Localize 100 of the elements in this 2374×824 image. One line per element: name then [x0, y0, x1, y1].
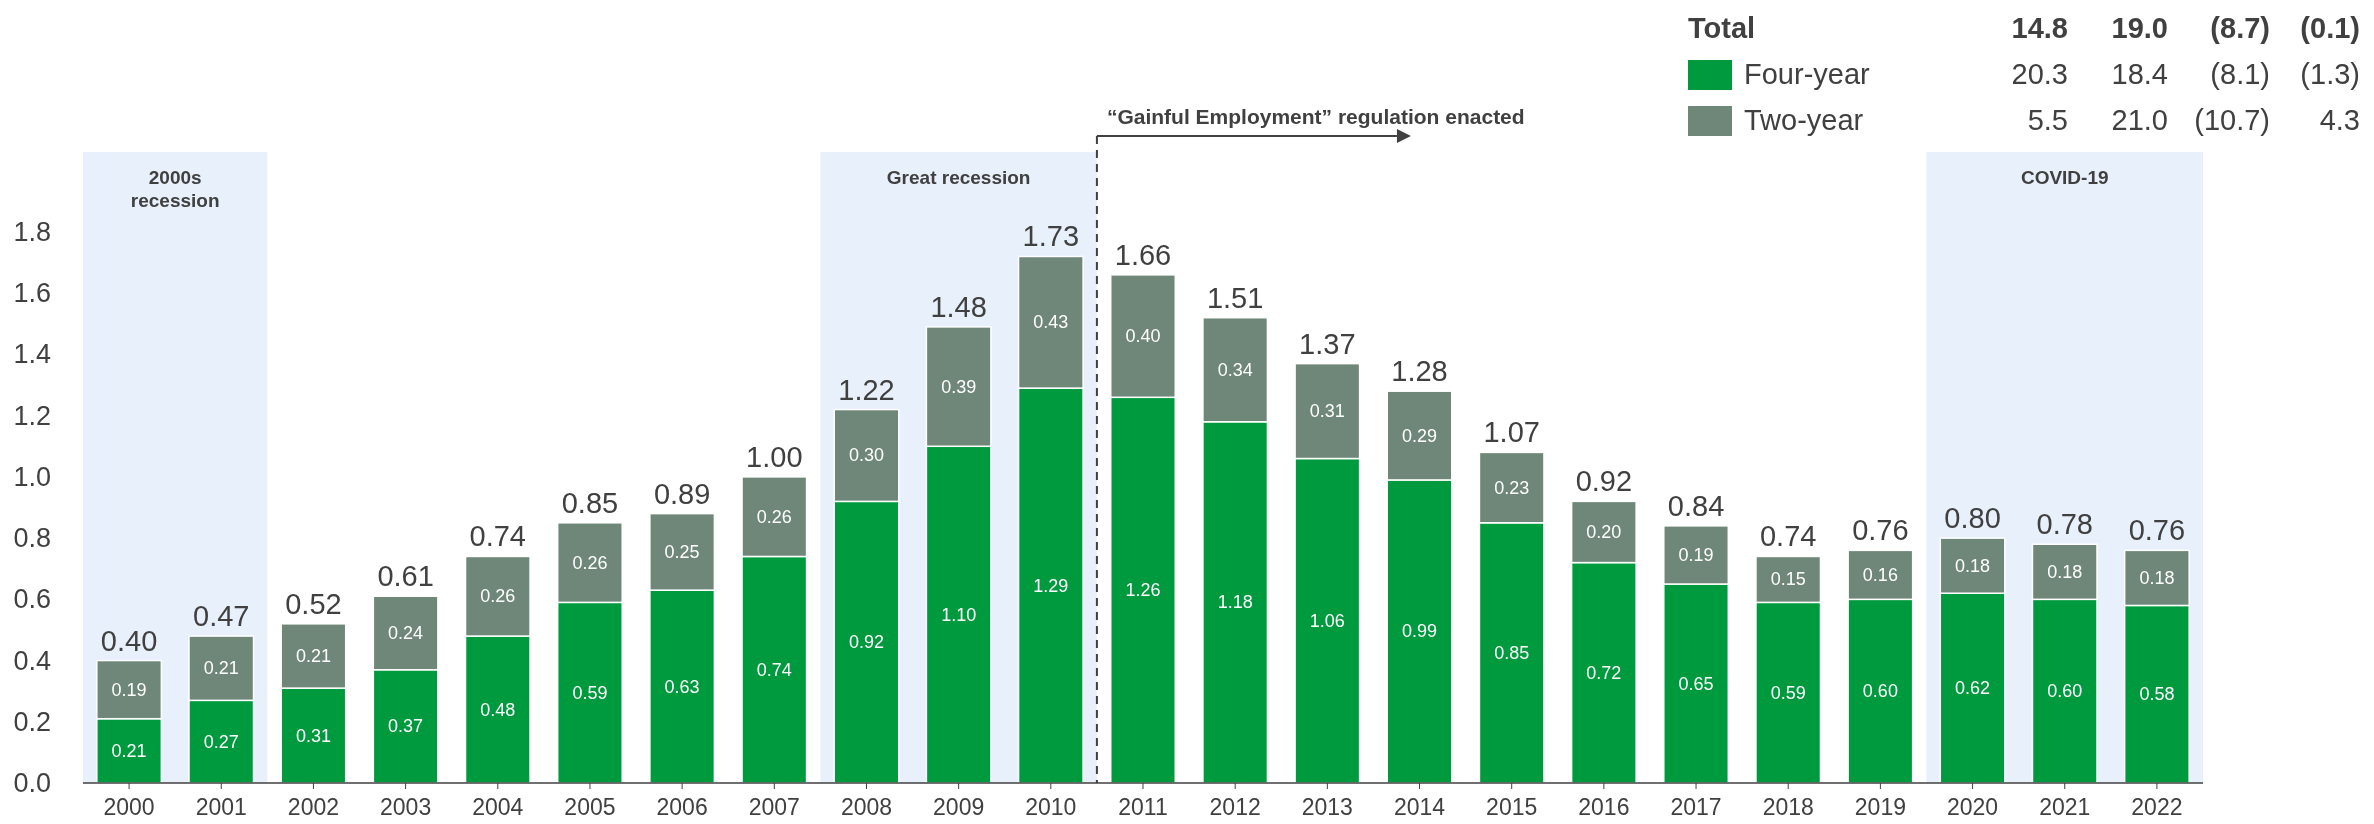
- x-tick-label: 2019: [1854, 794, 1906, 820]
- text: (0.1): [2300, 12, 2360, 44]
- text: (10.7): [2194, 104, 2270, 136]
- data-label: 1.26: [1125, 580, 1161, 601]
- text: 14.8: [2011, 12, 2068, 44]
- total-label: 0.78: [2036, 508, 2093, 541]
- data-label: 0.23: [1494, 477, 1530, 498]
- total-label: 0.92: [1575, 465, 1633, 498]
- x-tick-label: 2004: [472, 794, 524, 820]
- x-tick-label: 2021: [2039, 794, 2091, 820]
- data-label: 0.16: [1862, 564, 1898, 585]
- data-label: 0.63: [664, 676, 700, 697]
- text: Total: [1688, 12, 1756, 44]
- x-tick-label: 2005: [564, 794, 616, 820]
- total-label: 0.52: [285, 587, 342, 620]
- data-label: 0.92: [848, 632, 884, 653]
- ref-line-label: “Gainful Employment” regulation enacted: [1106, 105, 1525, 128]
- y-tick-label: 1.2: [13, 400, 51, 431]
- text: 19.0: [2111, 12, 2168, 44]
- data-label: 0.58: [2139, 684, 2175, 705]
- legend-label: Two-year: [1744, 104, 1864, 136]
- data-label: 0.26: [756, 506, 792, 527]
- data-label: 1.10: [941, 604, 977, 625]
- total-label: 1.66: [1114, 238, 1172, 271]
- total-label: 0.89: [653, 477, 711, 510]
- data-label: 0.24: [388, 623, 424, 644]
- data-label: 0.27: [203, 731, 239, 752]
- total-label: 0.47: [193, 600, 250, 633]
- data-label: 0.20: [1586, 521, 1622, 542]
- data-label: 0.62: [1955, 678, 1991, 699]
- data-label: 0.37: [388, 716, 424, 737]
- x-tick-label: 2020: [1946, 794, 1999, 820]
- data-label: 0.21: [203, 658, 239, 679]
- total-label: 0.80: [1944, 502, 2001, 535]
- y-tick-label: 0.2: [13, 706, 51, 737]
- total-label: 1.48: [930, 290, 987, 323]
- band-label: COVID-19: [2020, 167, 2109, 188]
- x-tick-label: 2003: [380, 794, 432, 820]
- data-label: 1.18: [1217, 592, 1253, 613]
- total-label: 1.37: [1299, 327, 1356, 360]
- text: (1.3): [2300, 58, 2360, 90]
- total-label: 1.28: [1391, 355, 1448, 388]
- y-tick-label: 1.6: [13, 278, 51, 309]
- data-label: 0.72: [1586, 662, 1622, 683]
- data-label: 0.59: [572, 682, 608, 703]
- total-label: 0.40: [100, 624, 158, 657]
- x-tick-label: 2016: [1578, 794, 1630, 820]
- total-label: 0.74: [1759, 520, 1817, 553]
- data-label: 0.26: [572, 552, 608, 573]
- data-label: 1.29: [1033, 575, 1069, 596]
- data-label: 0.15: [1770, 569, 1806, 590]
- total-label: 1.00: [746, 440, 803, 473]
- data-label: 0.85: [1494, 642, 1530, 663]
- data-label: 0.19: [111, 679, 147, 700]
- text: 18.4: [2111, 58, 2168, 90]
- data-label: 0.60: [1862, 681, 1898, 702]
- data-label: 1.06: [1309, 610, 1345, 631]
- data-label: 0.21: [111, 740, 147, 761]
- data-label: 0.21: [295, 645, 331, 666]
- data-label: 0.74: [756, 659, 792, 680]
- y-tick-label: 1.0: [13, 461, 51, 492]
- x-tick-label: 2014: [1393, 794, 1446, 820]
- total-label: 1.73: [1022, 220, 1080, 253]
- text: 4.3: [2319, 104, 2360, 136]
- x-tick-label: 2017: [1670, 794, 1722, 820]
- total-label: 0.61: [377, 560, 434, 593]
- data-label: 0.39: [941, 376, 977, 397]
- total-label: 0.74: [469, 520, 527, 553]
- data-label: 0.30: [848, 445, 884, 466]
- total-label: 0.76: [2128, 514, 2186, 547]
- data-label: 0.18: [2139, 567, 2175, 588]
- y-tick-label: 1.4: [13, 339, 51, 370]
- data-label: 0.18: [2047, 561, 2083, 582]
- text: (8.7): [2210, 12, 2270, 44]
- x-tick-label: 2018: [1762, 794, 1814, 820]
- x-tick-label: 2010: [1025, 794, 1077, 820]
- x-tick-label: 2008: [840, 794, 893, 820]
- x-tick-label: 2001: [195, 794, 247, 820]
- data-label: 0.34: [1217, 359, 1253, 380]
- x-tick-label: 2000: [103, 794, 155, 820]
- data-label: 0.25: [664, 541, 700, 562]
- total-label: 1.22: [838, 373, 895, 406]
- x-tick-label: 2006: [656, 794, 708, 820]
- total-label: 0.85: [561, 486, 619, 519]
- data-label: 0.26: [480, 586, 516, 607]
- x-tick-label: 2013: [1301, 794, 1353, 820]
- data-label: 0.59: [1770, 682, 1806, 703]
- data-label: 0.18: [1955, 555, 1991, 576]
- total-label: 1.07: [1483, 416, 1540, 449]
- y-tick-label: 0.0: [13, 768, 51, 798]
- x-tick-label: 2015: [1486, 794, 1538, 820]
- text: 20.3: [2011, 58, 2068, 90]
- legend-label: Four-year: [1744, 58, 1871, 90]
- data-label: 0.60: [2047, 681, 2083, 702]
- data-label: 0.29: [1402, 425, 1438, 446]
- data-label: 0.31: [1309, 401, 1345, 422]
- x-tick-label: 2009: [933, 794, 985, 820]
- data-label: 0.43: [1033, 312, 1069, 333]
- y-tick-label: 0.8: [13, 523, 51, 554]
- y-tick-label: 1.8: [13, 217, 51, 247]
